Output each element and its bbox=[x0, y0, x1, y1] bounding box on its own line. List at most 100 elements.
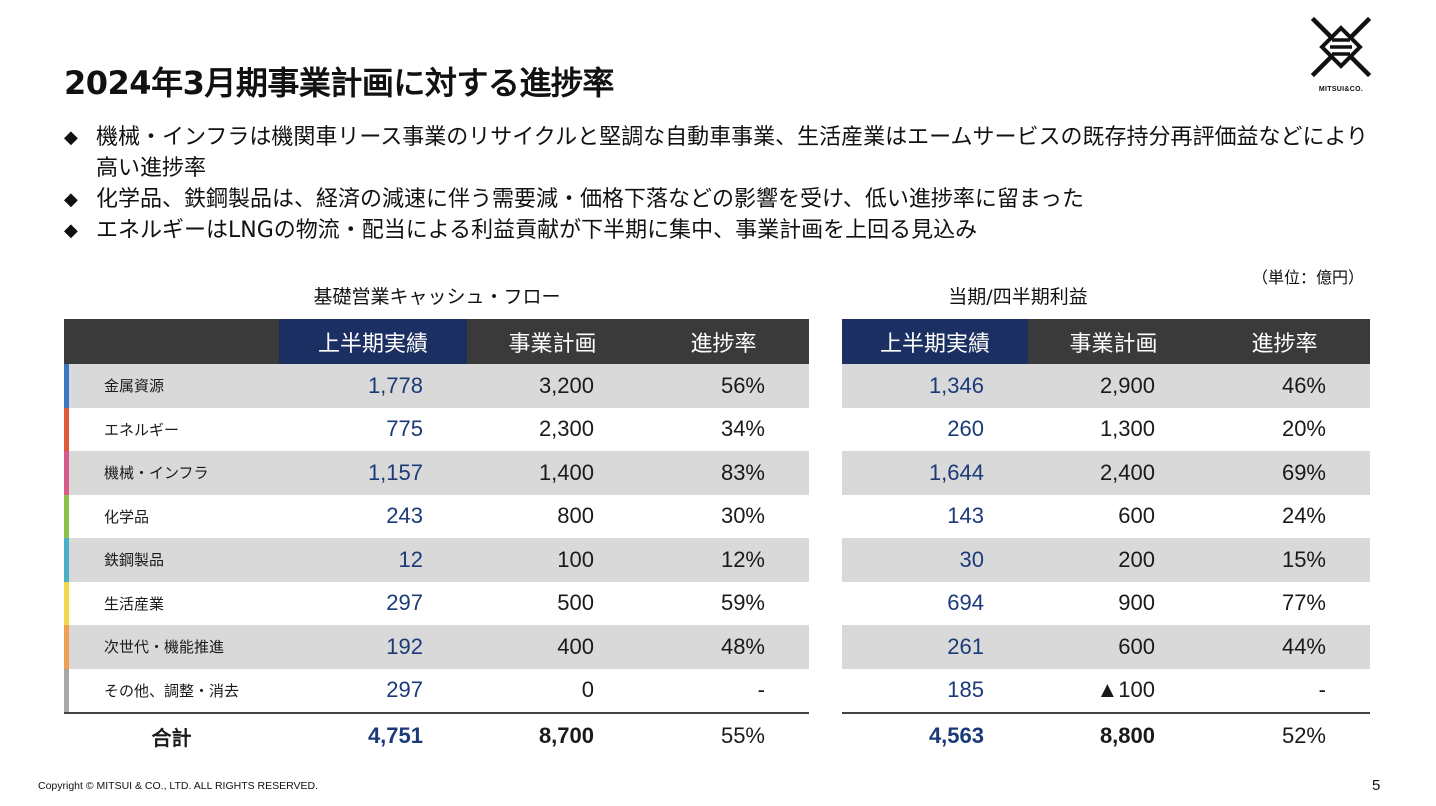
rate-cell: - bbox=[1318, 677, 1326, 703]
rate-cell: 69% bbox=[1199, 451, 1370, 495]
table-row: 金属資源 1,778 3,200 56% bbox=[64, 364, 809, 408]
rate-cell: 30% bbox=[720, 503, 765, 529]
total-plan: 8,800 bbox=[1028, 712, 1199, 758]
plan-cell: 900 bbox=[1118, 590, 1155, 616]
plan-cell: 3,200 bbox=[467, 364, 638, 408]
bullet-text: 機械・インフラは機関車リース事業のリサイクルと堅調な自動車事業、生活産業はエーム… bbox=[96, 125, 1369, 181]
segment-label: 化学品 bbox=[64, 494, 279, 538]
segment-color-bar bbox=[64, 407, 69, 451]
diamond-bullet-icon: ◆ bbox=[64, 220, 78, 241]
plan-cell: 2,400 bbox=[1028, 451, 1199, 495]
segment-color-bar bbox=[64, 668, 69, 712]
actual-cell: 1,644 bbox=[842, 451, 1028, 495]
header-rate: 進捗率 bbox=[1199, 319, 1370, 364]
diamond-bullet-icon: ◆ bbox=[64, 189, 78, 210]
rate-cell: 15% bbox=[1199, 538, 1370, 582]
plan-cell: 800 bbox=[557, 503, 594, 529]
bullet-list: ◆ 機械・インフラは機関車リース事業のリサイクルと堅調な自動車事業、生活産業はエ… bbox=[64, 122, 1384, 246]
actual-cell: 243 bbox=[386, 503, 423, 529]
table-row: 機械・インフラ 1,157 1,400 83% bbox=[64, 451, 809, 495]
page-title: 2024年3月期事業計画に対する進捗率 bbox=[64, 64, 614, 102]
header-blank bbox=[64, 319, 279, 364]
actual-cell: 1,346 bbox=[842, 364, 1028, 408]
segment-label: その他、調整・消去 bbox=[64, 668, 279, 714]
actual-cell: 775 bbox=[386, 416, 423, 442]
bullet-text: エネルギーはLNGの物流・配当による利益貢献が下半期に集中、事業計画を上回る見込… bbox=[96, 218, 978, 243]
plan-cell: 400 bbox=[467, 625, 638, 669]
total-row: 合計 4,751 8,700 55% bbox=[64, 712, 809, 758]
table-header-row: 上半期実績 事業計画 進捗率 bbox=[842, 319, 1370, 364]
table-row: 生活産業 297 500 59% bbox=[64, 581, 809, 625]
page-number: 5 bbox=[1372, 777, 1381, 794]
table-header-row: 上半期実績 事業計画 進捗率 bbox=[64, 319, 809, 364]
rate-cell: 59% bbox=[720, 590, 765, 616]
table-row: エネルギー 775 2,300 34% bbox=[64, 407, 809, 451]
actual-cell: 12 bbox=[279, 538, 467, 582]
segment-label: 生活産業 bbox=[64, 581, 279, 625]
plan-cell: 1,300 bbox=[1099, 416, 1155, 442]
bullet-item: ◆ 化学品、鉄鋼製品は、経済の減速に伴う需要減・価格下落などの影響を受け、低い進… bbox=[64, 184, 1384, 215]
plan-cell: 500 bbox=[557, 590, 594, 616]
plan-cell: 0 bbox=[581, 677, 594, 703]
total-actual: 4,751 bbox=[279, 712, 467, 758]
total-rate: 52% bbox=[1199, 712, 1370, 758]
table-row: 1,644 2,400 69% bbox=[842, 451, 1370, 495]
plan-cell: 600 bbox=[1118, 503, 1155, 529]
logo-wordmark: MITSUI&CO. bbox=[1318, 86, 1364, 93]
rate-cell: 48% bbox=[638, 625, 809, 669]
actual-cell: 297 bbox=[386, 590, 423, 616]
header-plan: 事業計画 bbox=[467, 319, 638, 364]
actual-cell: 1,157 bbox=[279, 451, 467, 495]
plan-cell: ▲100 bbox=[1096, 677, 1155, 703]
plan-cell: 200 bbox=[1028, 538, 1199, 582]
right-table-caption: 当期/四半期利益 bbox=[948, 286, 1088, 308]
plan-cell: 1,400 bbox=[467, 451, 638, 495]
rate-cell: 77% bbox=[1281, 590, 1326, 616]
total-row: 4,563 8,800 52% bbox=[842, 712, 1370, 758]
table-row: 次世代・機能推進 192 400 48% bbox=[64, 625, 809, 669]
plan-cell: 2,900 bbox=[1028, 364, 1199, 408]
header-plan: 事業計画 bbox=[1028, 319, 1199, 364]
table-row: 694 900 77% bbox=[842, 582, 1370, 626]
table-row: 261 600 44% bbox=[842, 625, 1370, 669]
rate-cell: 20% bbox=[1281, 416, 1326, 442]
segment-label: 金属資源 bbox=[64, 364, 279, 408]
plan-cell: 600 bbox=[1028, 625, 1199, 669]
rate-cell: 46% bbox=[1199, 364, 1370, 408]
actual-cell: 260 bbox=[947, 416, 984, 442]
rate-cell: 34% bbox=[720, 416, 765, 442]
header-rate: 進捗率 bbox=[638, 319, 809, 364]
header-actual: 上半期実績 bbox=[842, 319, 1028, 364]
bullet-item: ◆ 機械・インフラは機関車リース事業のリサイクルと堅調な自動車事業、生活産業はエ… bbox=[64, 122, 1384, 184]
segment-color-bar bbox=[64, 581, 69, 625]
actual-cell: 1,778 bbox=[279, 364, 467, 408]
total-plan: 8,700 bbox=[467, 712, 638, 758]
segment-label: エネルギー bbox=[64, 407, 279, 451]
segment-color-bar bbox=[64, 625, 69, 669]
header-actual: 上半期実績 bbox=[279, 319, 467, 364]
actual-cell: 185 bbox=[947, 677, 984, 703]
table-row: 185 ▲100 - bbox=[842, 669, 1370, 714]
actual-cell: 297 bbox=[386, 677, 423, 703]
cash-flow-table: 上半期実績 事業計画 進捗率 金属資源 1,778 3,200 56% エネルギ… bbox=[64, 319, 809, 758]
diamond-bullet-icon: ◆ bbox=[64, 127, 78, 148]
mitsui-logo-icon bbox=[1310, 16, 1372, 78]
table-row: 143 600 24% bbox=[842, 495, 1370, 539]
segment-color-bar bbox=[64, 451, 69, 495]
bullet-item: ◆ エネルギーはLNGの物流・配当による利益貢献が下半期に集中、事業計画を上回る… bbox=[64, 215, 1384, 246]
total-rate: 55% bbox=[638, 712, 809, 758]
table-row: 鉄鋼製品 12 100 12% bbox=[64, 538, 809, 582]
bullet-text: 化学品、鉄鋼製品は、経済の減速に伴う需要減・価格下落などの影響を受け、低い進捗率… bbox=[96, 187, 1085, 212]
rate-cell: 12% bbox=[638, 538, 809, 582]
copyright-footer: Copyright © MITSUI & CO., LTD. ALL RIGHT… bbox=[38, 780, 319, 792]
left-table-caption: 基礎営業キャッシュ・フロー bbox=[313, 286, 561, 308]
rate-cell: 83% bbox=[638, 451, 809, 495]
segment-color-bar bbox=[64, 538, 69, 582]
rate-cell: - bbox=[757, 677, 765, 703]
table-row: 260 1,300 20% bbox=[842, 408, 1370, 452]
actual-cell: 30 bbox=[842, 538, 1028, 582]
rate-cell: 44% bbox=[1199, 625, 1370, 669]
rate-cell: 56% bbox=[638, 364, 809, 408]
plan-cell: 100 bbox=[467, 538, 638, 582]
total-label: 合計 bbox=[64, 712, 279, 758]
